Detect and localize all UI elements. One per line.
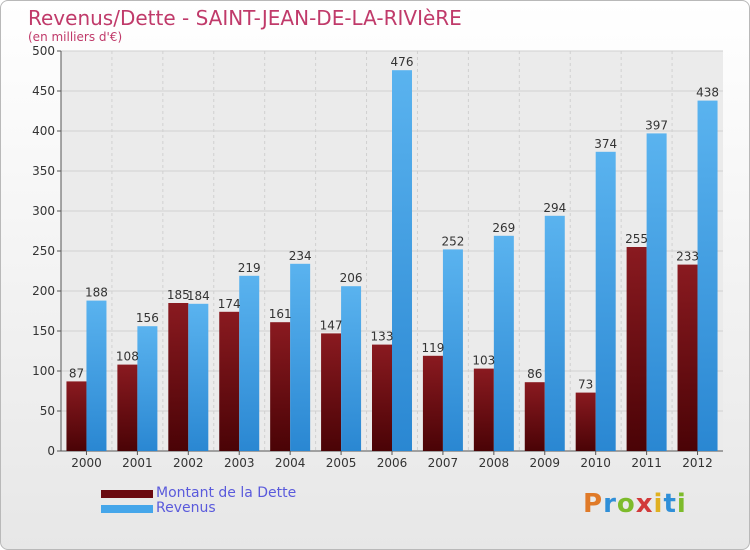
legend-label-revenus: Revenus <box>156 500 216 516</box>
y-tick-label: 200 <box>32 284 55 298</box>
bar-dette <box>626 247 647 451</box>
data-label-revenus: 188 <box>85 286 108 300</box>
x-tick-label: 2004 <box>275 456 306 470</box>
x-tick-label: 2001 <box>122 456 153 470</box>
logo-letter: x <box>635 489 654 519</box>
x-tick-label: 2009 <box>529 456 560 470</box>
data-label-dette: 161 <box>269 307 292 321</box>
x-tick-label: 2005 <box>326 456 357 470</box>
bar-revenus <box>595 151 616 452</box>
x-tick-label: 2008 <box>479 456 510 470</box>
y-tick-label: 300 <box>32 204 55 218</box>
bar-dette <box>575 392 596 451</box>
logo-letter: P <box>583 489 604 519</box>
x-tick-label: 2010 <box>580 456 611 470</box>
bar-revenus <box>341 286 362 451</box>
data-label-dette: 73 <box>578 378 593 392</box>
data-label-dette: 103 <box>472 354 495 368</box>
data-label-dette: 133 <box>371 330 394 344</box>
labels-layer: 0 50 100 150 200 250 300 350 400 450 500 87 188 2000 1… <box>32 44 719 470</box>
bar-revenus <box>493 235 514 451</box>
x-tick-label: 2006 <box>377 456 408 470</box>
bar-dette <box>524 382 545 451</box>
chart-subtitle: (en milliers d'€) <box>28 30 123 44</box>
bar-dette <box>372 344 392 451</box>
data-label-dette: 87 <box>69 366 84 380</box>
x-tick-label: 2002 <box>173 456 204 470</box>
data-label-revenus: 476 <box>391 55 414 69</box>
bars-layer <box>66 70 718 452</box>
data-label-revenus: 374 <box>594 137 617 151</box>
data-label-revenus: 294 <box>543 201 566 215</box>
x-tick-label: 2011 <box>631 456 662 470</box>
logo-letter: o <box>616 489 636 519</box>
bar-dette <box>422 355 443 451</box>
logo-letter: r <box>603 489 617 519</box>
y-tick-label: 250 <box>32 244 55 258</box>
x-tick-label: 2012 <box>682 456 713 470</box>
data-label-dette: 86 <box>527 367 542 381</box>
bar-revenus <box>392 70 412 451</box>
y-tick-label: 0 <box>47 444 55 458</box>
y-tick-label: 450 <box>32 84 55 98</box>
data-label-revenus: 156 <box>136 311 159 325</box>
bar-dette <box>270 322 291 451</box>
legend-swatch-debt <box>101 490 153 498</box>
data-label-dette: 185 <box>167 288 190 302</box>
bar-revenus <box>137 326 158 451</box>
bar-revenus <box>290 263 311 451</box>
bar-revenus <box>442 249 463 451</box>
y-tick-label: 150 <box>32 324 55 338</box>
bar-dette <box>117 364 138 451</box>
x-tick-label: 2000 <box>71 456 102 470</box>
data-label-revenus: 219 <box>238 261 261 275</box>
bar-dette <box>473 368 494 451</box>
bar-dette <box>168 303 189 451</box>
data-label-revenus: 234 <box>289 249 312 263</box>
data-label-dette: 119 <box>421 341 444 355</box>
proxiti-logo: Proxiti <box>583 489 687 519</box>
bar-dette <box>219 311 240 451</box>
bar-dette <box>321 333 342 451</box>
data-label-revenus: 252 <box>441 234 464 248</box>
data-label-dette: 174 <box>218 297 241 311</box>
logo-letter: i <box>653 489 664 519</box>
legend-swatch-revenus <box>101 505 153 513</box>
x-tick-label: 2003 <box>224 456 255 470</box>
data-label-revenus: 397 <box>645 118 668 132</box>
logo-letter: i <box>676 489 687 519</box>
bar-revenus <box>86 300 107 451</box>
x-tick-label: 2007 <box>428 456 459 470</box>
bar-dette <box>677 264 698 451</box>
bar-revenus <box>544 215 565 451</box>
bar-dette <box>66 381 87 451</box>
y-tick-label: 400 <box>32 124 55 138</box>
data-label-revenus: 184 <box>187 289 210 303</box>
y-tick-label: 100 <box>32 364 55 378</box>
data-label-revenus: 269 <box>492 221 515 235</box>
data-label-revenus: 438 <box>696 86 719 100</box>
y-tick-label: 500 <box>32 44 55 58</box>
data-label-dette: 147 <box>320 318 343 332</box>
chart-title: Revenus/Dette - SAINT-JEAN-DE-LA-RIVIèRE <box>28 6 462 30</box>
data-label-dette: 108 <box>116 350 139 364</box>
bar-revenus <box>697 100 718 451</box>
bar-revenus <box>239 275 260 451</box>
bar-revenus <box>646 133 667 451</box>
legend-label-debt: Montant de la Dette <box>156 485 297 501</box>
bar-revenus <box>188 303 209 451</box>
y-tick-label: 50 <box>40 404 55 418</box>
data-label-dette: 255 <box>625 232 648 246</box>
logo-letter: t <box>663 489 677 519</box>
y-tick-label: 350 <box>32 164 55 178</box>
data-label-revenus: 206 <box>340 271 363 285</box>
data-label-dette: 233 <box>676 250 699 264</box>
